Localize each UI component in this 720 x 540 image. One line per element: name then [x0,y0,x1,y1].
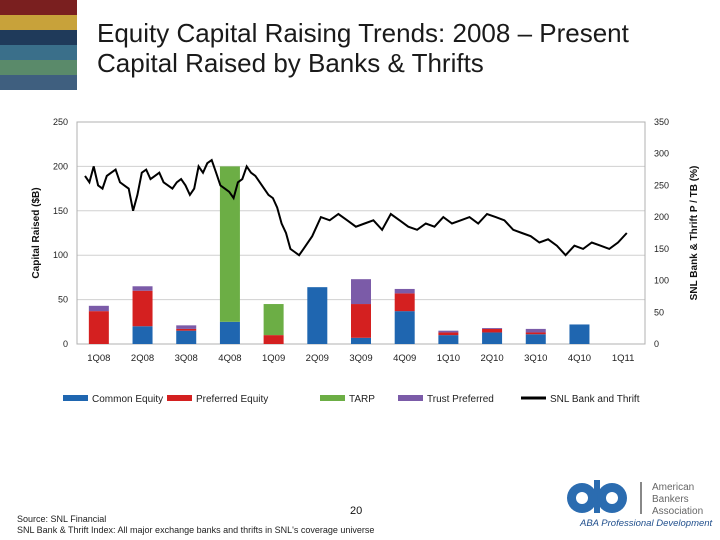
y-tick-label: 50 [58,295,68,305]
x-tick-label: 1Q09 [262,353,285,364]
y2-tick-label: 150 [654,244,669,254]
bar [263,304,284,336]
y2-tick-label: 0 [654,339,659,349]
legend-swatch [167,395,192,401]
legend-label: TARP [349,394,375,405]
y2-axis-label: SNL Bank & Thrift P / TB (%) [689,166,700,301]
bar [219,321,240,344]
bar [482,328,503,333]
title-line-2: Capital Raised by Banks & Thrifts [97,48,484,78]
bar [394,311,415,344]
bar [525,332,546,335]
accent-stripe [0,15,77,30]
bar [351,279,371,305]
y-tick-label: 200 [53,161,68,171]
bar [176,325,197,329]
legend-label: Preferred Equity [196,394,268,405]
x-tick-label: 3Q09 [349,353,372,364]
bar [438,332,459,336]
bar [88,305,109,312]
y-tick-label: 150 [53,206,68,216]
logo-text: American Bankers Association [652,482,703,518]
source-note: Source: SNL Financial SNL Bank & Thrift … [17,514,374,536]
line-series-snl-bank-and-thrift [84,158,628,257]
bar [351,304,371,338]
capital-raised-chart: 0 50 100 150 200 250 0 50 100 150 200 250 300 350 1Q08… [31,117,700,405]
legend-label: SNL Bank and Thrift [550,394,640,405]
x-tick-label: 1Q08 [87,353,110,364]
bar [351,337,371,344]
x-tick-label: 4Q08 [218,353,241,364]
accent-stripe [0,30,77,45]
y-axis-label: Capital Raised ($B) [31,187,42,278]
x-tick-label: 2Q10 [480,353,503,364]
accent-stripe [0,60,77,75]
logo-text-line-2: Bankers [652,494,689,505]
bar [176,328,197,331]
y2-tick-label: 200 [654,212,669,222]
bar [438,330,459,333]
logo-tagline: ABA Professional Development [580,518,713,529]
x-tick-label: 3Q10 [524,353,547,364]
aba-logo-icon [567,480,642,514]
accent-stripe [0,0,77,15]
accent-stripe [0,75,77,90]
bar [219,166,240,322]
bar [394,293,415,312]
legend-swatch [398,395,423,401]
slide-title: Equity Capital Raising Trends: 2008 – Pr… [97,18,707,78]
y-tick-label: 100 [53,250,68,260]
accent-stripes [0,0,77,90]
accent-stripe [0,45,77,60]
bar [438,335,459,344]
x-tick-label: 1Q10 [437,353,460,364]
y2-tick-label: 350 [654,117,669,127]
bar [132,290,153,327]
logo-text-line-1: American [652,482,695,493]
y-tick-label: 0 [63,339,68,349]
bar [132,326,153,344]
bar [482,332,503,344]
title-line-1: Equity Capital Raising Trends: 2008 – Pr… [97,18,629,48]
x-tick-label: 4Q09 [393,353,416,364]
bar [482,328,503,329]
source-line-2: SNL Bank & Thrift Index: All major excha… [17,525,375,535]
x-tick-label: 2Q08 [131,353,154,364]
legend-swatch [63,395,88,401]
y2-tick-label: 300 [654,149,669,159]
bar [176,330,197,344]
y2-tick-label: 50 [654,307,664,317]
bar [525,334,546,344]
bar [525,328,546,333]
x-tick-label: 3Q08 [175,353,198,364]
y-tick-label: 250 [53,117,68,127]
source-line-1: Source: SNL Financial [17,514,107,524]
bar [307,287,328,344]
bar [394,288,415,294]
bar [88,311,109,344]
y2-tick-label: 250 [654,180,669,190]
y2-tick-label: 100 [654,276,669,286]
legend-label: Common Equity [92,394,163,405]
x-tick-label: 4Q10 [568,353,591,364]
legend-swatch [320,395,345,401]
logo-text-line-3: Association [652,506,704,517]
bar [569,324,590,344]
bar [263,335,284,344]
x-tick-label: 1Q11 [612,353,635,364]
page-number: 20 [350,505,363,517]
bar [132,286,153,291]
x-tick-label: 2Q09 [306,353,329,364]
legend-label: Trust Preferred [427,394,494,405]
